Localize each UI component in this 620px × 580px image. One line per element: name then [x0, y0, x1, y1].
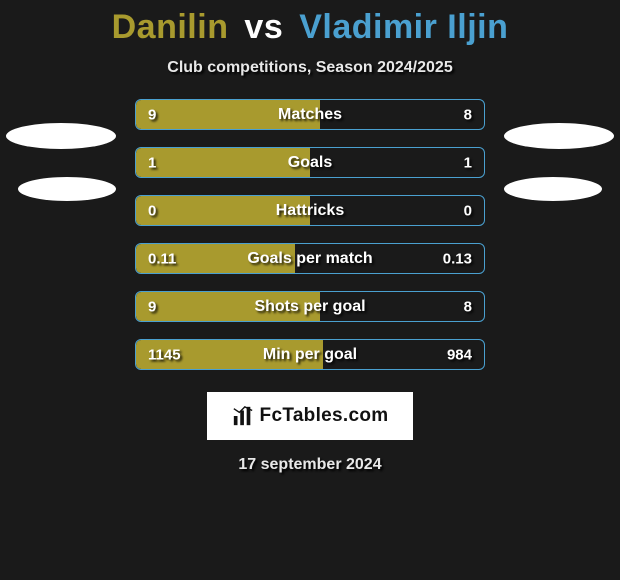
stat-row: 0.11Goals per match0.13 [135, 243, 485, 274]
stat-row: 9Matches8 [135, 99, 485, 130]
stat-fill [136, 340, 323, 369]
player2-badge-placeholder [504, 177, 602, 201]
stat-value-right: 0.13 [443, 250, 472, 267]
vs-text: vs [244, 8, 283, 46]
subtitle: Club competitions, Season 2024/2025 [0, 59, 620, 77]
stat-value-right: 0 [464, 202, 472, 219]
stat-row: 1145Min per goal984 [135, 339, 485, 370]
stat-fill [136, 148, 310, 177]
player1-name: Danilin [112, 8, 229, 46]
comparison-infographic: Danilin vs Vladimir Iljin Club competiti… [0, 0, 620, 580]
stat-row: 1Goals1 [135, 147, 485, 178]
snapshot-date: 17 september 2024 [0, 456, 620, 474]
stat-row: 9Shots per goal8 [135, 291, 485, 322]
player1-photo-placeholder [6, 123, 116, 149]
player2-photo-placeholder [504, 123, 614, 149]
stat-value-right: 1 [464, 154, 472, 171]
brand-text: FcTables.com [260, 405, 389, 427]
player1-badge-placeholder [18, 177, 116, 201]
stat-fill [136, 244, 295, 273]
stats-bars: 9Matches8 1Goals1 0Hattricks0 0.11Goals per… [135, 99, 485, 370]
stat-fill [136, 100, 320, 129]
stat-fill [136, 196, 310, 225]
brand-badge: FcTables.com [207, 392, 413, 440]
stat-value-right: 8 [464, 298, 472, 315]
stat-fill [136, 292, 320, 321]
page-title: Danilin vs Vladimir Iljin [0, 8, 620, 47]
player2-name: Vladimir Iljin [299, 8, 508, 46]
stat-value-right: 8 [464, 106, 472, 123]
stat-value-right: 984 [447, 346, 472, 363]
stat-row: 0Hattricks0 [135, 195, 485, 226]
bar-chart-icon [232, 405, 254, 427]
